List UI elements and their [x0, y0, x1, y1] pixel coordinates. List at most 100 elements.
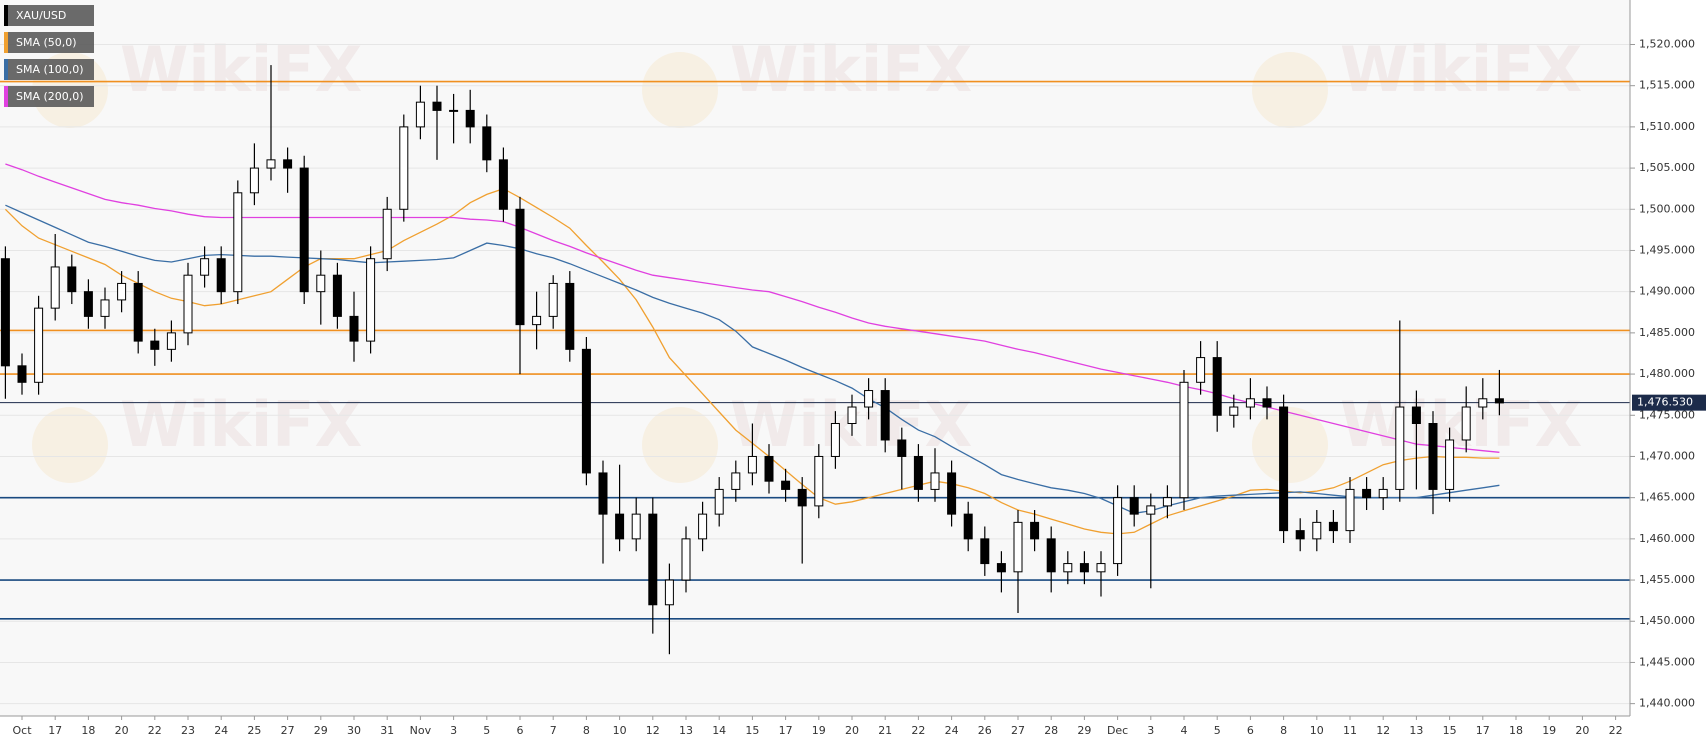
legend-label: SMA (50,0) [16, 36, 77, 49]
x-tick-label: 31 [380, 724, 394, 737]
y-tick-label: 1,475.000 [1639, 408, 1695, 421]
x-tick-label: 3 [1147, 724, 1154, 737]
candle-body [100, 299, 110, 317]
plot-background [0, 0, 1630, 716]
candle-body [299, 167, 309, 293]
candle-body [498, 159, 508, 210]
x-tick-label: 22 [148, 724, 162, 737]
candle-body [50, 266, 60, 309]
candle-body [1345, 488, 1355, 532]
x-tick-label: 27 [281, 724, 295, 737]
candle-body [332, 274, 342, 317]
x-tick-label: 20 [115, 724, 129, 737]
candle-body [183, 274, 193, 334]
y-tick-label: 1,460.000 [1639, 532, 1695, 545]
candle-body [631, 513, 641, 540]
candle-body [830, 423, 840, 457]
candle-body [548, 282, 558, 317]
candles [0, 65, 1504, 655]
candle-body [930, 472, 940, 490]
x-tick-label: 13 [1409, 724, 1423, 737]
candle-body [349, 315, 359, 342]
candle-body [432, 101, 442, 111]
x-tick-label: 10 [613, 724, 627, 737]
candle-body [150, 340, 160, 350]
x-tick-label: 12 [646, 724, 660, 737]
candle-body [565, 282, 575, 350]
watermark: WikiFX [120, 388, 362, 461]
legend-swatch [4, 5, 8, 26]
candle-body [1146, 505, 1156, 515]
candle-body [399, 126, 409, 210]
candle-body [249, 167, 259, 194]
x-tick-label: 13 [679, 724, 693, 737]
watermark-logo [32, 407, 108, 483]
candle-body [747, 455, 757, 474]
x-tick-label: Oct [12, 724, 32, 737]
candle-body [266, 159, 276, 169]
candle-body [947, 472, 957, 515]
y-tick-label: 1,485.000 [1639, 326, 1695, 339]
y-tick-label: 1,450.000 [1639, 614, 1695, 627]
candle-body [615, 513, 625, 540]
x-tick-label: 26 [978, 724, 992, 737]
candle-body [1030, 521, 1040, 540]
candle-body [482, 126, 492, 161]
x-tick-label: 21 [878, 724, 892, 737]
candle-body [1212, 357, 1222, 416]
levels [0, 80, 1630, 620]
legend-swatch [4, 86, 8, 107]
candle-body [681, 538, 691, 581]
candle-body [797, 488, 807, 507]
y-tick-label: 1,500.000 [1639, 202, 1695, 215]
candle-body [598, 472, 608, 515]
candle-body [166, 332, 176, 350]
x-tick-label: 22 [911, 724, 925, 737]
candle-body [117, 282, 127, 301]
candle-body [1461, 406, 1471, 441]
x-tick-label: 6 [517, 724, 524, 737]
candle-body [233, 192, 243, 293]
candle-body [897, 439, 907, 457]
candle-body [133, 282, 143, 342]
x-tick-label: 5 [1214, 724, 1221, 737]
x-tick-label: 22 [1609, 724, 1623, 737]
candle-body [465, 109, 475, 128]
candle-body [200, 258, 210, 276]
candle-body [1428, 423, 1438, 490]
x-tick-label: 11 [1343, 724, 1357, 737]
candle-body [1395, 406, 1405, 490]
y-tick-label: 1,520.000 [1639, 37, 1695, 50]
y-tick-label: 1,440.000 [1639, 697, 1695, 710]
watermark-logo [1252, 52, 1328, 128]
y-tick-label: 1,445.000 [1639, 655, 1695, 668]
x-tick-label: 12 [1376, 724, 1390, 737]
candle-body [1079, 563, 1089, 573]
candle-body [1063, 563, 1073, 573]
candle-body [1096, 563, 1106, 573]
candle-body [216, 258, 226, 293]
candle-body [1013, 521, 1023, 573]
candle-body [664, 579, 674, 606]
x-tick-label: Nov [410, 724, 432, 737]
candle-body [1378, 488, 1388, 499]
candle-body [648, 513, 658, 606]
legend-label: SMA (100,0) [16, 63, 84, 76]
candle-body [283, 159, 293, 169]
candle-body [1179, 381, 1189, 499]
price-label-box [1632, 394, 1706, 411]
x-tick-label: 17 [48, 724, 62, 737]
candle-body [864, 390, 874, 408]
x-tick-label: 20 [1575, 724, 1589, 737]
candle-body [1279, 406, 1289, 532]
candle-body [880, 390, 890, 441]
legend-swatch [4, 32, 8, 53]
candle-body [0, 258, 10, 367]
candle-body [581, 348, 591, 474]
candle-body [980, 538, 990, 565]
x-tick-label: 7 [550, 724, 557, 737]
legend-label: XAU/USD [16, 9, 66, 22]
candle-body [714, 488, 724, 515]
candle-body [1162, 497, 1172, 507]
x-tick-label: 20 [845, 724, 859, 737]
